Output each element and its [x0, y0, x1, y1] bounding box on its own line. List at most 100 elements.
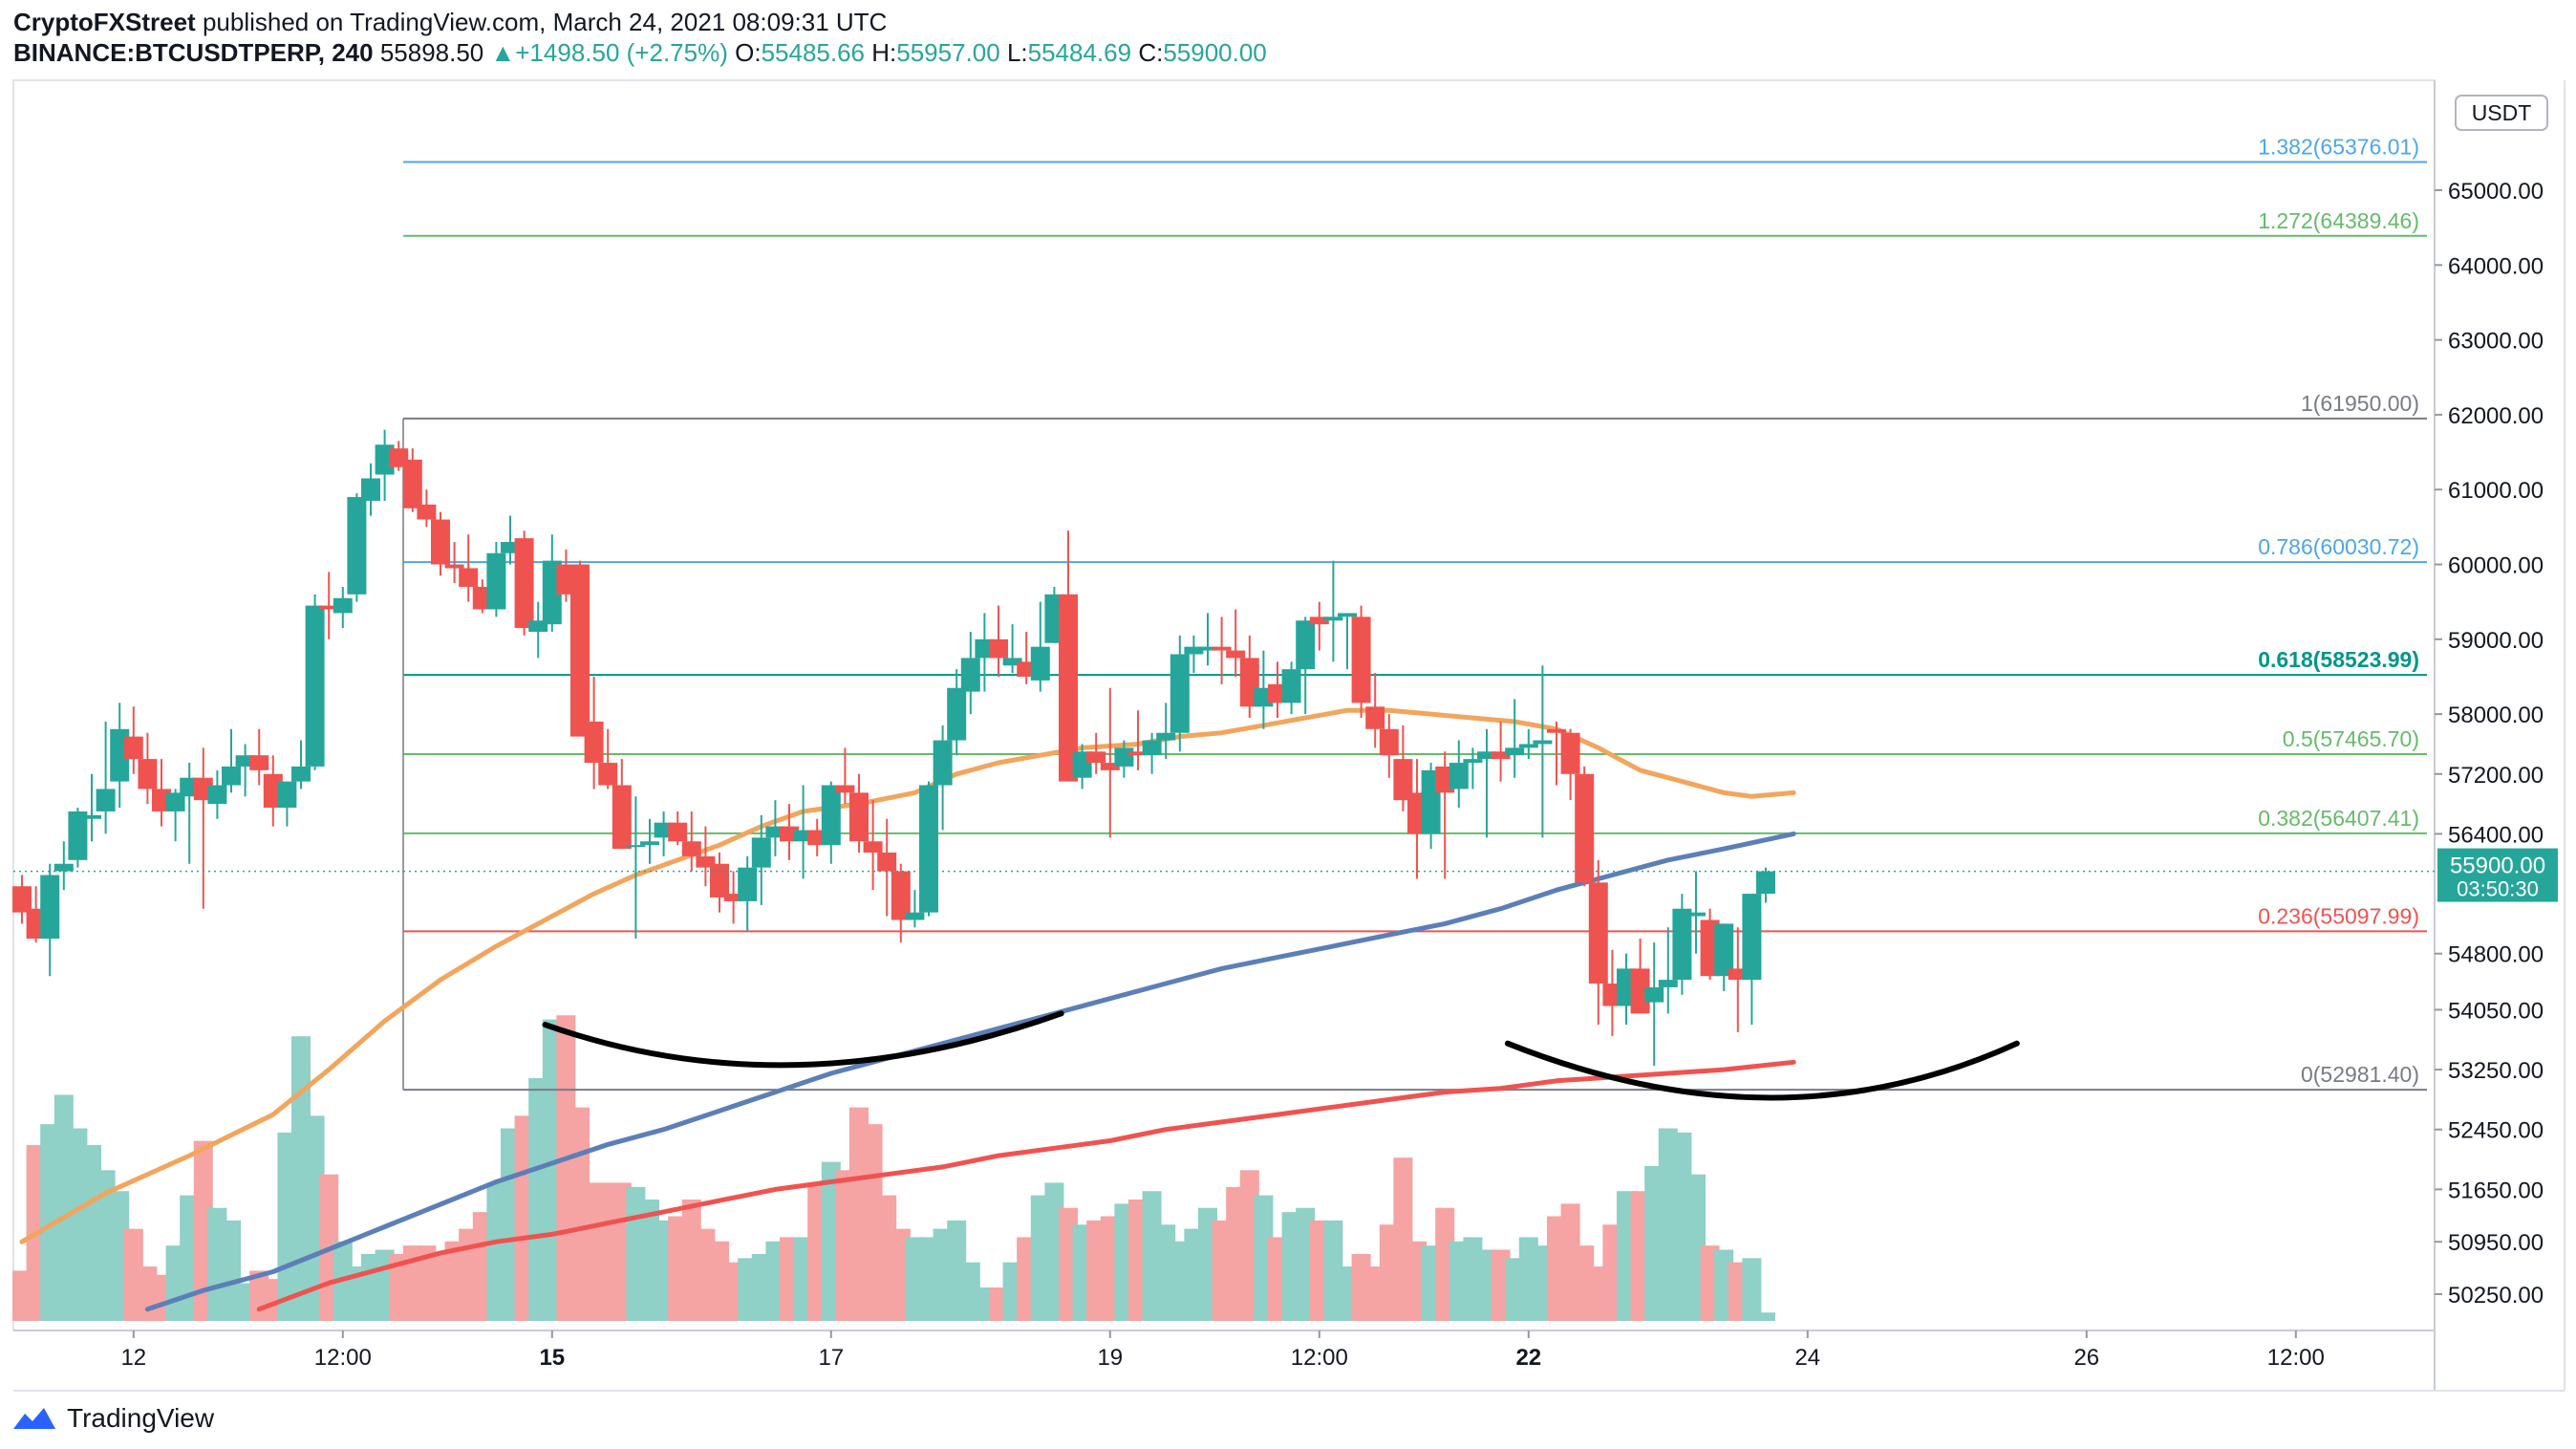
plot-frame — [12, 79, 2436, 1331]
moving-average-line — [144, 831, 1796, 1312]
y-tick-label: 61000.00 — [2448, 478, 2544, 504]
candle-body — [501, 542, 520, 553]
candle-body — [40, 875, 60, 940]
candle-body — [612, 785, 632, 850]
candle-body — [1212, 646, 1232, 651]
candle-body — [291, 766, 311, 782]
candle-body — [1170, 654, 1190, 733]
fib-level-label: 0(52981.40) — [2301, 1062, 2419, 1087]
volume-bar — [1742, 1258, 1762, 1321]
candle-body — [1756, 871, 1775, 895]
candle-body — [459, 568, 479, 588]
candle-body — [486, 552, 506, 610]
candle-body — [947, 687, 967, 741]
candle-body — [1128, 751, 1148, 756]
candle-body — [1086, 751, 1106, 764]
candle-body — [738, 867, 758, 901]
candle-body — [1630, 968, 1650, 1014]
y-tick-label: 54800.00 — [2448, 942, 2544, 968]
candle-body — [681, 841, 701, 856]
candle-body — [751, 837, 771, 868]
candle-body — [905, 912, 925, 920]
candle-body — [1059, 594, 1078, 782]
x-tick-label: 24 — [1794, 1345, 1820, 1371]
rounded-bottom-arc — [1504, 1040, 2020, 1101]
candle-body — [933, 740, 953, 786]
candle-body — [960, 658, 980, 692]
volume-bar — [1756, 1312, 1775, 1321]
moving-average-line — [256, 1059, 1796, 1312]
fib-level-label: 1.272(64389.46) — [2258, 208, 2419, 233]
candle-body — [1672, 908, 1692, 981]
candle-body — [249, 755, 269, 770]
x-tick-label: 12:00 — [314, 1345, 372, 1371]
y-tick-label: 64000.00 — [2448, 253, 2544, 279]
candle-body — [835, 785, 855, 793]
candle-body — [319, 605, 339, 610]
brand-label: TradingView — [67, 1403, 215, 1433]
candle-body — [402, 459, 422, 508]
moving-average-line — [19, 707, 1796, 1244]
x-tick-label: 19 — [1097, 1345, 1123, 1371]
candle-body — [1002, 658, 1022, 666]
candle-body — [891, 871, 911, 920]
fib-level-label: 1(61950.00) — [2301, 391, 2419, 416]
candle-body — [1658, 980, 1678, 987]
x-tick-label: 17 — [818, 1345, 844, 1371]
candle-body — [1184, 646, 1204, 655]
last-price: 55898.50 — [379, 38, 484, 67]
low-label: L: — [1006, 38, 1028, 67]
candle-body — [123, 736, 143, 760]
candle-body — [1742, 894, 1762, 981]
candle-body — [1281, 669, 1301, 703]
candle-body — [1533, 740, 1553, 745]
candle-body — [82, 814, 101, 819]
candle-body — [877, 853, 897, 872]
candle-body — [444, 564, 464, 569]
candle-body — [277, 781, 297, 809]
candle-body — [863, 841, 883, 853]
candle-body — [919, 785, 938, 913]
y-tick-label: 51650.00 — [2448, 1178, 2544, 1203]
candle-body — [1449, 763, 1469, 789]
candle-body — [1588, 882, 1608, 984]
candle-body — [1686, 912, 1706, 917]
candle-body — [1114, 747, 1134, 767]
y-tick-label: 56400.00 — [2448, 822, 2544, 848]
candle-body — [1547, 728, 1566, 733]
currency-label: USDT — [2472, 100, 2532, 125]
candle-body — [138, 759, 158, 789]
candle-body — [96, 789, 116, 811]
candle-body — [989, 638, 1008, 659]
candle-body — [1505, 747, 1525, 756]
y-tick-label: 63000.00 — [2448, 329, 2544, 355]
candle-body — [696, 855, 716, 868]
x-tick-label: 22 — [1515, 1345, 1541, 1371]
x-tick-label: 12 — [120, 1345, 146, 1371]
candle-body — [333, 597, 353, 614]
candle-body — [626, 845, 646, 848]
fib-level-label: 0.618(58523.99) — [2258, 647, 2419, 672]
candle-body — [12, 886, 32, 913]
author-name[interactable]: CryptoFXStreet — [13, 8, 196, 36]
symbol-info: BINANCE:BTCUSDTPERP, 240 55898.50 ▲+1498… — [13, 38, 1267, 68]
y-tick-label: 58000.00 — [2448, 703, 2544, 728]
candle-body — [361, 478, 380, 501]
published-text: published on TradingView.com, March 24, … — [202, 8, 888, 36]
candle-body — [765, 826, 785, 838]
candle-body — [1644, 986, 1664, 1003]
candle-body — [849, 792, 869, 842]
candle-body — [1477, 751, 1496, 760]
countdown-label: 03:50:30 — [2457, 877, 2539, 901]
tradingview-logo[interactable]: TradingView — [11, 1403, 214, 1434]
open-label: O: — [735, 38, 762, 67]
y-tick-label: 52450.00 — [2448, 1118, 2544, 1144]
candle-body — [1379, 728, 1399, 756]
currency-badge — [2455, 95, 2548, 131]
candle-body — [1100, 763, 1120, 770]
candle-body — [1351, 616, 1371, 703]
candle-body — [54, 863, 74, 872]
y-tick-label: 65000.00 — [2448, 179, 2544, 205]
close-value: 55900.00 — [1163, 38, 1267, 67]
